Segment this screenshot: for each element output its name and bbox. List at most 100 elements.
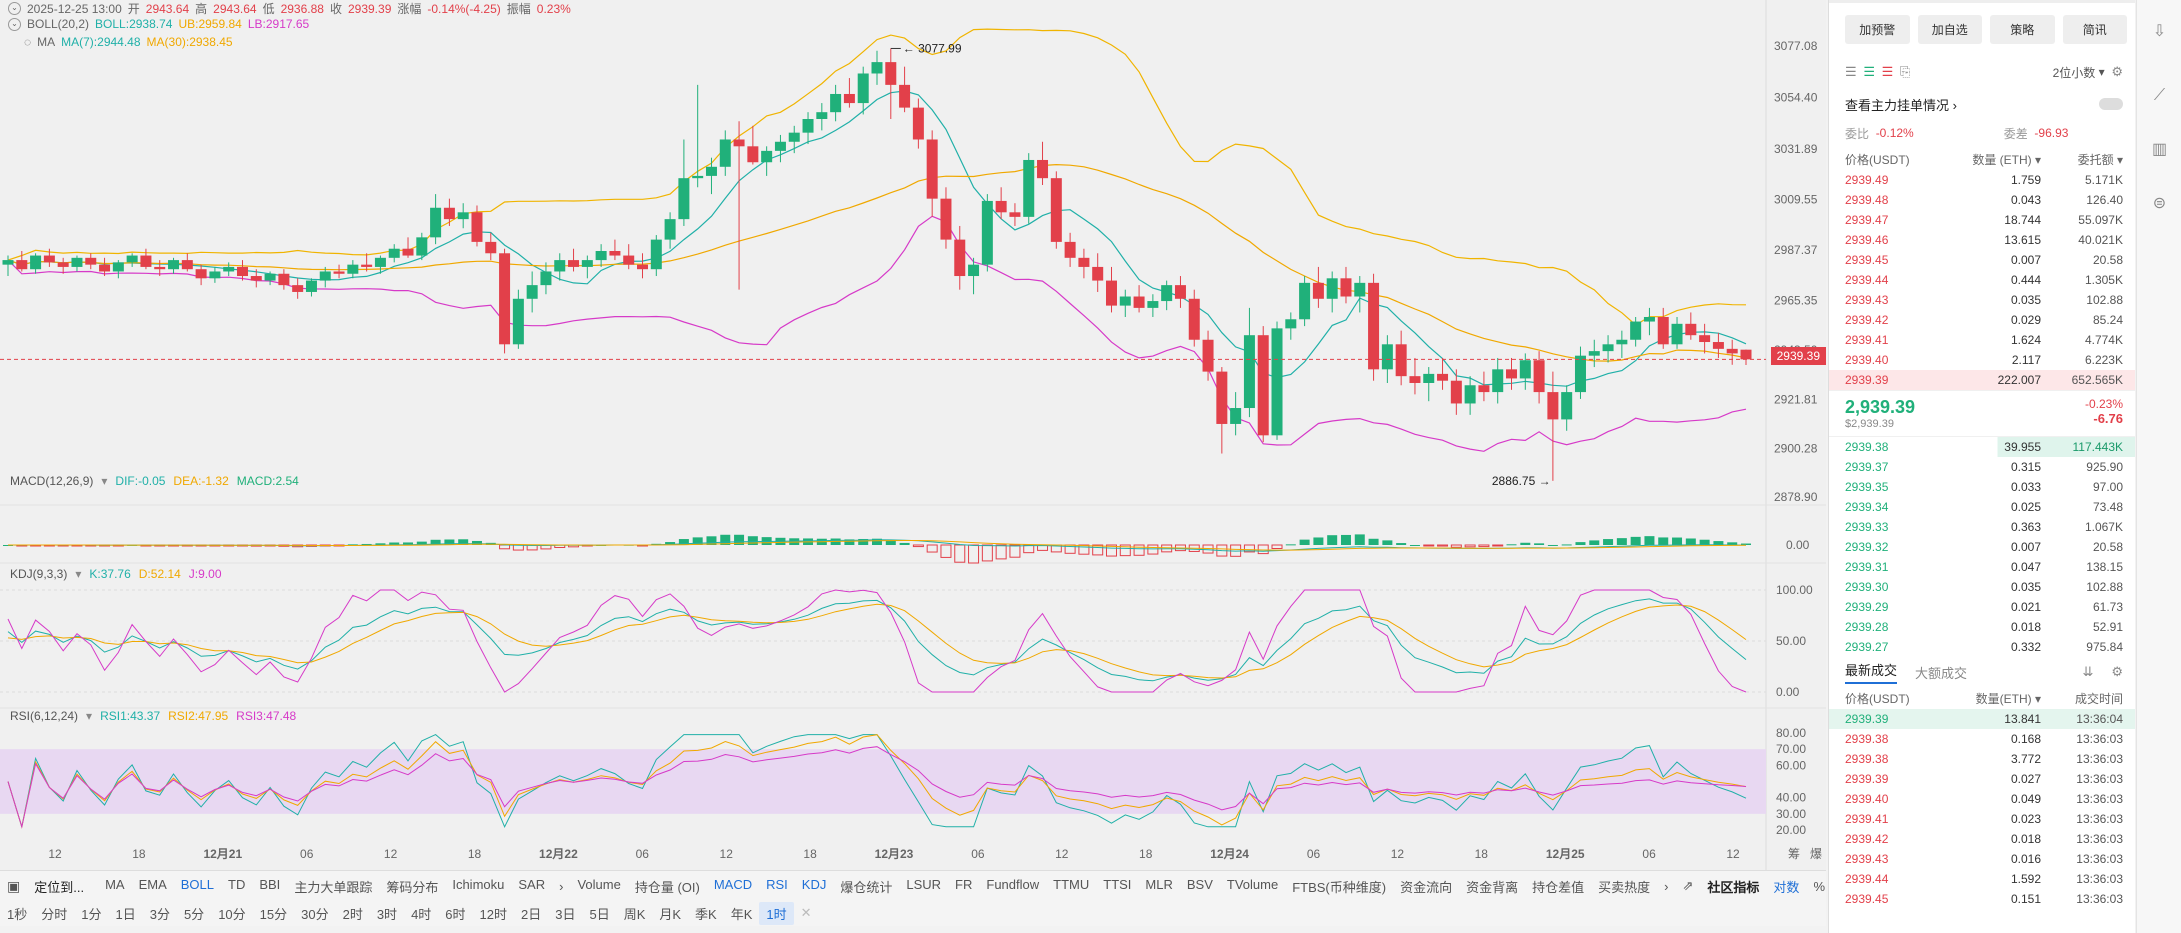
- bids-only-icon[interactable]: ☰: [1863, 64, 1875, 79]
- filter-icon[interactable]: ⇊: [2082, 664, 2094, 679]
- chart-canvas[interactable]: 3077.08 3054.40 3031.89 3009.55 2987.37 2965.…: [0, 0, 1826, 870]
- bid-row[interactable]: 2939.38 39.955 117.443K: [1829, 437, 2135, 457]
- sub-indicator-14[interactable]: FTBS(币种维度): [1292, 879, 1387, 895]
- asks-only-icon[interactable]: ☰: [1881, 64, 1894, 79]
- sub-indicator-5[interactable]: 爆仓统计: [840, 879, 893, 895]
- boll-name[interactable]: BOLL(20,2): [27, 17, 90, 31]
- bid-row[interactable]: 2939.28 0.018 52.91: [1829, 617, 2135, 637]
- both-sides-icon[interactable]: ☰: [1845, 64, 1857, 79]
- indicator-5[interactable]: 主力大单跟踪: [294, 879, 373, 895]
- interval-8[interactable]: 30分: [301, 906, 329, 922]
- sub-indicator-17[interactable]: 持仓差值: [1532, 879, 1585, 895]
- rsi-name[interactable]: RSI(6,12,24): [10, 709, 79, 723]
- panel-button-0[interactable]: 加预警: [1845, 15, 1910, 44]
- kdj-name[interactable]: KDJ(9,3,3): [10, 567, 68, 581]
- depth-icon[interactable]: ⎘: [1899, 64, 1911, 79]
- sub-indicator-16[interactable]: 资金背离: [1466, 879, 1519, 895]
- panel-button-3[interactable]: 简讯: [2062, 15, 2127, 44]
- sub-indicator-3[interactable]: RSI: [766, 876, 788, 892]
- panel-button-2[interactable]: 策略: [1990, 15, 2055, 44]
- indicator-7[interactable]: Ichimoku: [452, 876, 505, 892]
- interval-10[interactable]: 3时: [376, 906, 398, 922]
- bid-row[interactable]: 2939.35 0.033 97.00: [1829, 477, 2135, 497]
- calculator-icon[interactable]: ⊜: [2152, 195, 2167, 212]
- interval-16[interactable]: 5日: [589, 906, 610, 922]
- bid-row[interactable]: 2939.37 0.315 925.90: [1829, 457, 2135, 477]
- interval-6[interactable]: 10分: [218, 906, 246, 922]
- settings-icon[interactable]: ⚙: [2111, 64, 2123, 79]
- tab-latest-trades[interactable]: 最新成交: [1845, 660, 1898, 684]
- dropdown-icon[interactable]: ▾: [75, 567, 82, 581]
- sub-indicator-6[interactable]: LSUR: [906, 876, 942, 892]
- sub-indicator-8[interactable]: Fundflow: [986, 876, 1040, 892]
- interval-7[interactable]: 15分: [259, 906, 288, 922]
- interval-9[interactable]: 2时: [342, 906, 363, 922]
- ask-row[interactable]: 2939.43 0.035 102.88: [1829, 290, 2135, 310]
- ask-row[interactable]: 2939.40 2.117 6.223K: [1829, 350, 2135, 370]
- ask-row[interactable]: 2939.47 18.744 55.097K: [1829, 210, 2135, 230]
- trade-qty-select[interactable]: 数量(ETH) ▾: [1975, 691, 2041, 706]
- sub-indicator-2[interactable]: MACD: [713, 876, 753, 892]
- settings-icon[interactable]: ⚙: [2111, 664, 2123, 679]
- bid-row[interactable]: 2939.29 0.021 61.73: [1829, 597, 2135, 617]
- sub-indicator-0[interactable]: Volume: [577, 876, 621, 892]
- sub-indicator-11[interactable]: MLR: [1145, 876, 1173, 892]
- sub-indicator-7[interactable]: FR: [955, 876, 973, 892]
- dropdown-icon[interactable]: ▾: [101, 474, 108, 488]
- chevron-right-icon[interactable]: ›: [1664, 878, 1669, 894]
- indicator-1[interactable]: EMA: [138, 876, 167, 892]
- interval-19[interactable]: 季K: [695, 906, 717, 922]
- interval-4[interactable]: 3分: [149, 906, 170, 922]
- bid-row[interactable]: 2939.31 0.047 138.15: [1829, 557, 2135, 577]
- sub-indicator-18[interactable]: 买卖热度: [1598, 879, 1651, 895]
- indicator-3[interactable]: TD: [228, 876, 246, 892]
- ask-row[interactable]: 2939.44 0.444 1.305K: [1829, 270, 2135, 290]
- decimals-select[interactable]: 2位小数: [2052, 65, 2096, 80]
- bid-row[interactable]: 2939.32 0.007 20.58: [1829, 537, 2135, 557]
- interval-15[interactable]: 3日: [555, 906, 576, 922]
- depth-link[interactable]: 查看主力挂单情况 ›: [1845, 97, 1957, 113]
- collapse-icon[interactable]: ⌄: [8, 2, 21, 15]
- line-chart-icon[interactable]: ⟋: [2153, 87, 2166, 104]
- percent-scale-button[interactable]: %: [1813, 878, 1825, 894]
- log-scale-button[interactable]: 对数: [1773, 879, 1800, 895]
- indicator-8[interactable]: SAR: [518, 876, 546, 892]
- sub-indicator-4[interactable]: KDJ: [801, 876, 827, 892]
- chevron-right-icon[interactable]: ›: [559, 878, 564, 894]
- sub-indicator-1[interactable]: 持仓量 (OI): [634, 879, 700, 895]
- interval-13[interactable]: 12时: [479, 906, 507, 922]
- qty-column-select[interactable]: 数量 (ETH) ▾: [1972, 152, 2041, 167]
- ask-row[interactable]: 2939.49 1.759 5.171K: [1829, 170, 2135, 190]
- interval-18[interactable]: 月K: [659, 906, 682, 922]
- interval-12[interactable]: 6时: [445, 906, 466, 922]
- interval-1[interactable]: 分时: [41, 906, 68, 922]
- bid-row[interactable]: 2939.34 0.025 73.48: [1829, 497, 2135, 517]
- sub-indicator-13[interactable]: TVolume: [1226, 876, 1279, 892]
- tab-big-trades[interactable]: 大额成交: [1915, 665, 1968, 681]
- total-column-select[interactable]: 委托额 ▾: [2077, 152, 2123, 167]
- ask-row[interactable]: 2939.46 13.615 40.021K: [1829, 230, 2135, 250]
- download-icon[interactable]: ⇩: [2152, 23, 2167, 40]
- external-link-icon[interactable]: ⇗: [1682, 878, 1694, 893]
- interval-11[interactable]: 4时: [411, 906, 432, 922]
- ask-row[interactable]: 2939.39 222.007 652.565K: [1829, 370, 2135, 390]
- sub-indicator-9[interactable]: TTMU: [1053, 876, 1090, 892]
- ask-row[interactable]: 2939.41 1.624 4.774K: [1829, 330, 2135, 350]
- indicator-2[interactable]: BOLL: [180, 876, 214, 892]
- ask-row[interactable]: 2939.45 0.007 20.58: [1829, 250, 2135, 270]
- macd-name[interactable]: MACD(12,26,9): [10, 474, 94, 488]
- interval-21[interactable]: 1时: [759, 901, 794, 925]
- indicator-4[interactable]: BBI: [259, 876, 281, 892]
- dropdown-icon[interactable]: ▾: [2095, 65, 2105, 79]
- bar-chart-icon[interactable]: ▥: [2151, 141, 2168, 158]
- collapse-icon[interactable]: ⌄: [8, 17, 21, 31]
- chart-area[interactable]: 3077.08 3054.40 3031.89 3009.55 2987.37 2965.…: [0, 0, 1826, 870]
- interval-0[interactable]: 1秒: [7, 906, 28, 922]
- eye-icon[interactable]: ◌: [24, 35, 32, 49]
- close-icon[interactable]: ✕: [800, 905, 812, 920]
- ask-row[interactable]: 2939.42 0.029 85.24: [1829, 310, 2135, 330]
- interval-14[interactable]: 2日: [521, 906, 542, 922]
- ask-row[interactable]: 2939.48 0.043 126.40: [1829, 190, 2135, 210]
- interval-20[interactable]: 年K: [730, 906, 753, 922]
- dropdown-icon[interactable]: ▾: [86, 709, 93, 723]
